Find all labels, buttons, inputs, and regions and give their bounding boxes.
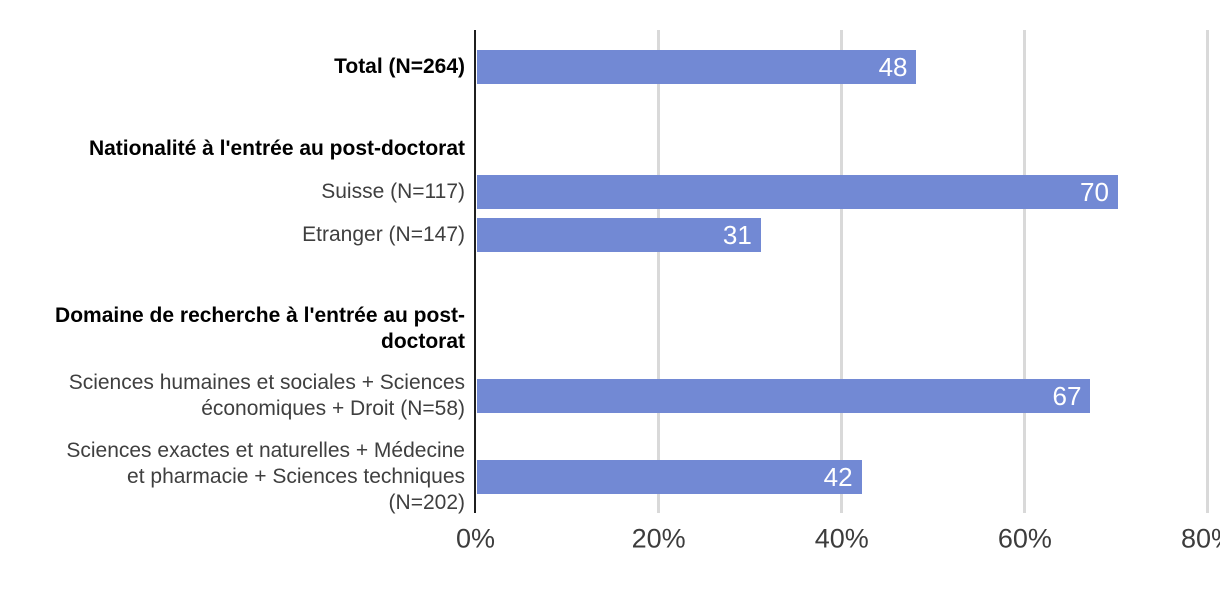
row-label-line: Etranger (N=147) [302,223,465,246]
x-axis-tick-label: 80% [1180,523,1220,554]
row-label: Sciences exactes et naturelles + Médecin… [13,438,465,516]
row-label-line: économiques + Droit (N=58) [201,397,465,420]
gridline [1206,30,1210,513]
x-axis-tick-label: 60% [997,523,1052,554]
row-group-header: Domaine de recherche à l'entrée au post-… [13,303,465,355]
bar-value-label: 31 [722,220,752,250]
row-label-line: Nationalité à l'entrée au post-doctorat [88,137,465,160]
row-label-line: Suisse (N=117) [321,180,465,203]
row-label-line: Domaine de recherche à l'entrée au post- [55,304,465,327]
x-axis-tick-label: 40% [814,523,869,554]
row-label: Suisse (N=117) [13,179,465,205]
bar-value-label: 48 [878,52,908,82]
bar: 48 [477,50,917,84]
gridline [657,30,661,513]
row-label-line: doctorat [381,330,465,353]
x-axis-tick-label: 0% [455,523,496,554]
bar: 70 [477,175,1118,209]
gridline [1023,30,1027,513]
bar: 67 [477,379,1091,413]
row-label-line: Total (N=264) [334,55,465,78]
bar: 31 [477,218,761,252]
row-group-header: Nationalité à l'entrée au post-doctorat [13,136,465,162]
row-label-line: et pharmacie + Sciences techniques [127,465,465,488]
bar-value-label: 70 [1079,177,1109,207]
bar-value-label: 67 [1052,381,1082,411]
bar: 42 [477,460,862,494]
row-label: Sciences humaines et sociales + Sciences… [13,370,465,422]
y-axis-line [474,30,476,513]
row-label: Etranger (N=147) [13,222,465,248]
row-label-line: (N=202) [388,491,465,514]
bar-value-label: 42 [823,462,853,492]
row-label: Total (N=264) [13,54,465,80]
x-axis-tick-label: 20% [631,523,686,554]
gridline [840,30,844,513]
row-label-line: Sciences exactes et naturelles + Médecin… [66,439,465,462]
row-label-line: Sciences humaines et sociales + Sciences [68,371,465,394]
